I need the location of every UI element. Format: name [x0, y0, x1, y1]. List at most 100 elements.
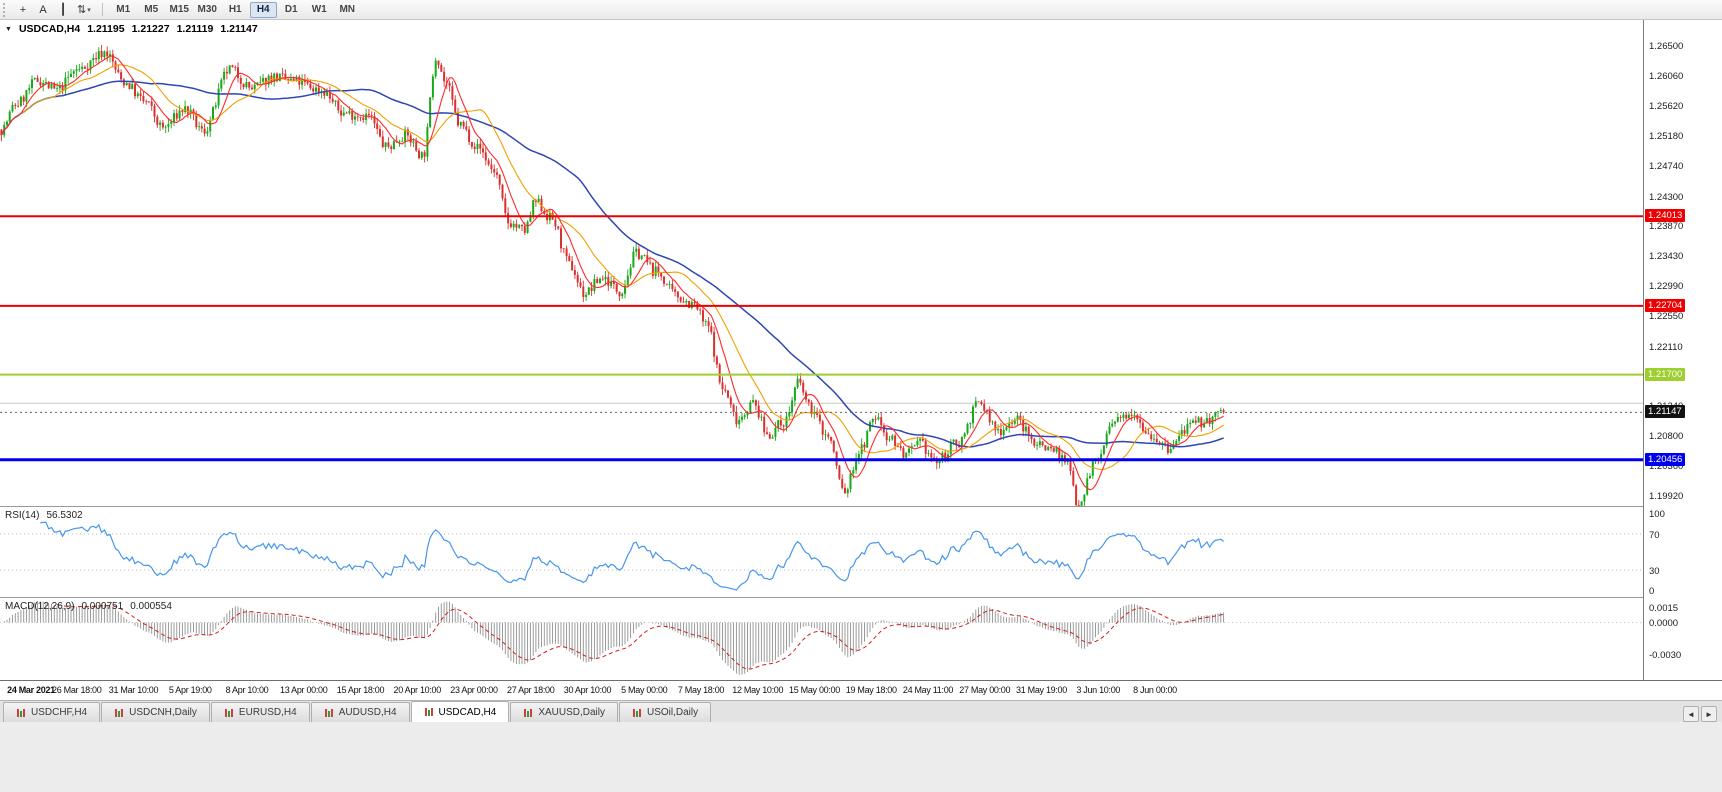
crosshair-tool-icon[interactable]: +	[19, 3, 27, 16]
window-background	[0, 722, 1722, 792]
chart-tab-usdcad[interactable]: USDCAD,H4	[410, 701, 510, 722]
chart-tab-icon	[114, 708, 124, 718]
chart-tab-icon	[424, 707, 434, 717]
macd-signal-value: 0.000554	[130, 601, 172, 612]
time-axis-label: 3 Jun 10:00	[1076, 685, 1121, 695]
tab-label: USDCHF,H4	[31, 707, 88, 718]
text-label-tool-icon[interactable]: A	[39, 3, 47, 16]
chart-marker-icon: ▼	[5, 25, 12, 33]
price-axis-label: 1.24740	[1649, 161, 1684, 173]
chart-tab-icon	[224, 708, 234, 718]
macd-axis-label: -0.0030	[1649, 650, 1682, 662]
price-axis-label: 1.23430	[1649, 251, 1684, 263]
price-axis-label: 1.25180	[1649, 131, 1684, 143]
time-axis-label: 12 May 10:00	[732, 685, 784, 695]
rsi-axis-label: 0	[1649, 586, 1655, 597]
resistance-line-1-price-label: 1.24013	[1645, 209, 1686, 223]
chart-tab-xauusd[interactable]: XAUUSD,Daily	[510, 702, 618, 722]
object-list-dropdown-icon[interactable]: ⇅ ▾	[77, 4, 91, 16]
price-axis[interactable]: 1.26500 1.26060 1.25620 1.25180 1.24740 1.243…	[1643, 20, 1722, 680]
price-axis-label: 1.19920	[1649, 491, 1684, 503]
timeframe-button-m5[interactable]: M5	[144, 4, 159, 15]
time-axis-label: 31 May 19:00	[1016, 685, 1067, 695]
chart-ohlc-header: ▼ USDCAD,H4 1.21195 1.21227 1.21119 1.21…	[5, 23, 258, 35]
price-axis-label: 1.22550	[1649, 311, 1684, 323]
rsi-axis-label: 30	[1649, 566, 1660, 577]
rsi-indicator-name: RSI(14)	[5, 510, 40, 521]
resistance-line-2-price-label: 1.22704	[1645, 298, 1686, 312]
support-line-blue-price-label: 1.20456	[1645, 452, 1686, 466]
time-axis-label: 15 Apr 18:00	[336, 685, 385, 695]
rsi-axis-label: 100	[1649, 509, 1665, 520]
time-axis-label: 27 May 00:00	[959, 685, 1011, 695]
macd-canvas[interactable]	[0, 598, 1643, 680]
ohlc-open: 1.21195	[87, 23, 125, 35]
price-axis-label: 1.20800	[1649, 431, 1684, 443]
timeframe-button-m30[interactable]: M30	[197, 4, 217, 15]
time-axis-label: 19 May 18:00	[845, 685, 897, 695]
macd-panel-separator[interactable]	[0, 597, 1722, 598]
chart-tab-icon	[523, 708, 533, 718]
time-axis-label: 15 May 00:00	[789, 685, 840, 695]
chart-tab-usdchf[interactable]: USDCHF,H4	[3, 702, 101, 722]
chart-tab-bar: USDCHF,H4 USDCNH,Daily EURUSD,H4 AUDUSD,H4 U…	[0, 700, 1722, 722]
ohlc-close: 1.21147	[220, 23, 258, 35]
tab-scroll-controls: ◄ ►	[1683, 706, 1717, 722]
tab-label: USOil,Daily	[647, 707, 699, 718]
rsi-indicator-value: 56.5302	[46, 510, 83, 521]
time-axis[interactable]: 24 Mar 2021 26 Mar 18:00 31 Mar 10:00 5 Apr…	[0, 680, 1722, 700]
price-axis-label: 1.25620	[1649, 101, 1684, 113]
chart-window: ▼ USDCAD,H4 1.21195 1.21227 1.21119 1.21…	[0, 20, 1722, 680]
toolbar-drag-handle[interactable]	[3, 2, 9, 17]
toolbar-separator	[101, 3, 103, 16]
top-toolbar: + A ┃ ⇅ ▾ M1 M5 M15 M30 H1 H4 D1 W1 MN	[0, 0, 1722, 20]
time-axis-label: 8 Apr 10:00	[225, 685, 269, 695]
macd-indicator-name: MACD(12,26,9)	[5, 601, 75, 612]
time-axis-label: 27 Apr 18:00	[507, 685, 555, 695]
time-axis-label: 31 Mar 10:00	[108, 685, 159, 695]
rsi-panel-separator[interactable]	[0, 506, 1722, 507]
ohlc-high: 1.21227	[131, 23, 170, 35]
price-axis-label: 1.20360	[1649, 461, 1684, 473]
tab-scroll-right-button[interactable]: ►	[1701, 706, 1717, 722]
chart-tab-usoil[interactable]: USOil,Daily	[619, 702, 712, 722]
chart-tab-usdcnh[interactable]: USDCNH,Daily	[101, 702, 210, 722]
time-axis-label: 26 Mar 18:00	[52, 685, 102, 695]
rsi-axis-label: 70	[1649, 530, 1660, 541]
tab-label: USDCNH,Daily	[129, 707, 197, 718]
price-axis-label: 1.26060	[1649, 71, 1684, 83]
chart-tab-icon	[324, 708, 334, 718]
tab-label: EURUSD,H4	[238, 707, 297, 718]
toolbar-icon-group: + A ┃ ⇅ ▾	[13, 2, 95, 18]
timeframe-button-h4[interactable]: H4	[249, 1, 277, 18]
time-axis-label: 30 Apr 10:00	[563, 685, 612, 695]
chart-symbol-period: USDCAD,H4	[18, 23, 81, 35]
timeframe-button-mn[interactable]: MN	[339, 4, 356, 15]
timeframe-button-group: M1 M5 M15 M30 H1 H4 D1 W1 MN	[110, 1, 362, 18]
time-axis-label: 24 May 11:00	[902, 685, 954, 695]
timeframe-button-h1[interactable]: H1	[228, 4, 242, 15]
price-axis-label: 1.22990	[1649, 281, 1684, 293]
rsi-canvas[interactable]	[0, 507, 1643, 597]
price-axis-label: 1.22110	[1649, 341, 1683, 353]
chart-tab-icon	[632, 708, 642, 718]
macd-axis-label: 0.0015	[1649, 602, 1679, 614]
timeframe-button-m1[interactable]: M1	[116, 4, 131, 15]
timeframe-button-w1[interactable]: W1	[311, 4, 327, 15]
price-chart-canvas[interactable]	[0, 20, 1643, 506]
price-axis-label: 1.23870	[1649, 221, 1684, 233]
time-axis-label: 7 May 18:00	[677, 685, 725, 695]
vertical-line-tool-icon[interactable]: ┃	[59, 4, 67, 16]
price-axis-label: 1.26500	[1649, 41, 1684, 52]
timeframe-button-d1[interactable]: D1	[284, 4, 298, 15]
rsi-label: RSI(14) 56.5302	[5, 510, 83, 521]
tab-label: USDCAD,H4	[438, 706, 497, 718]
chart-tab-eurusd[interactable]: EURUSD,H4	[210, 702, 310, 722]
timeframe-button-m15[interactable]: M15	[169, 4, 189, 15]
tab-label: AUDUSD,H4	[338, 707, 397, 718]
tab-scroll-left-button[interactable]: ◄	[1683, 706, 1699, 722]
chart-tab-icon	[16, 708, 26, 718]
chart-tab-audusd[interactable]: AUDUSD,H4	[310, 702, 410, 722]
green-level-line-price-label: 1.21700	[1645, 367, 1686, 381]
